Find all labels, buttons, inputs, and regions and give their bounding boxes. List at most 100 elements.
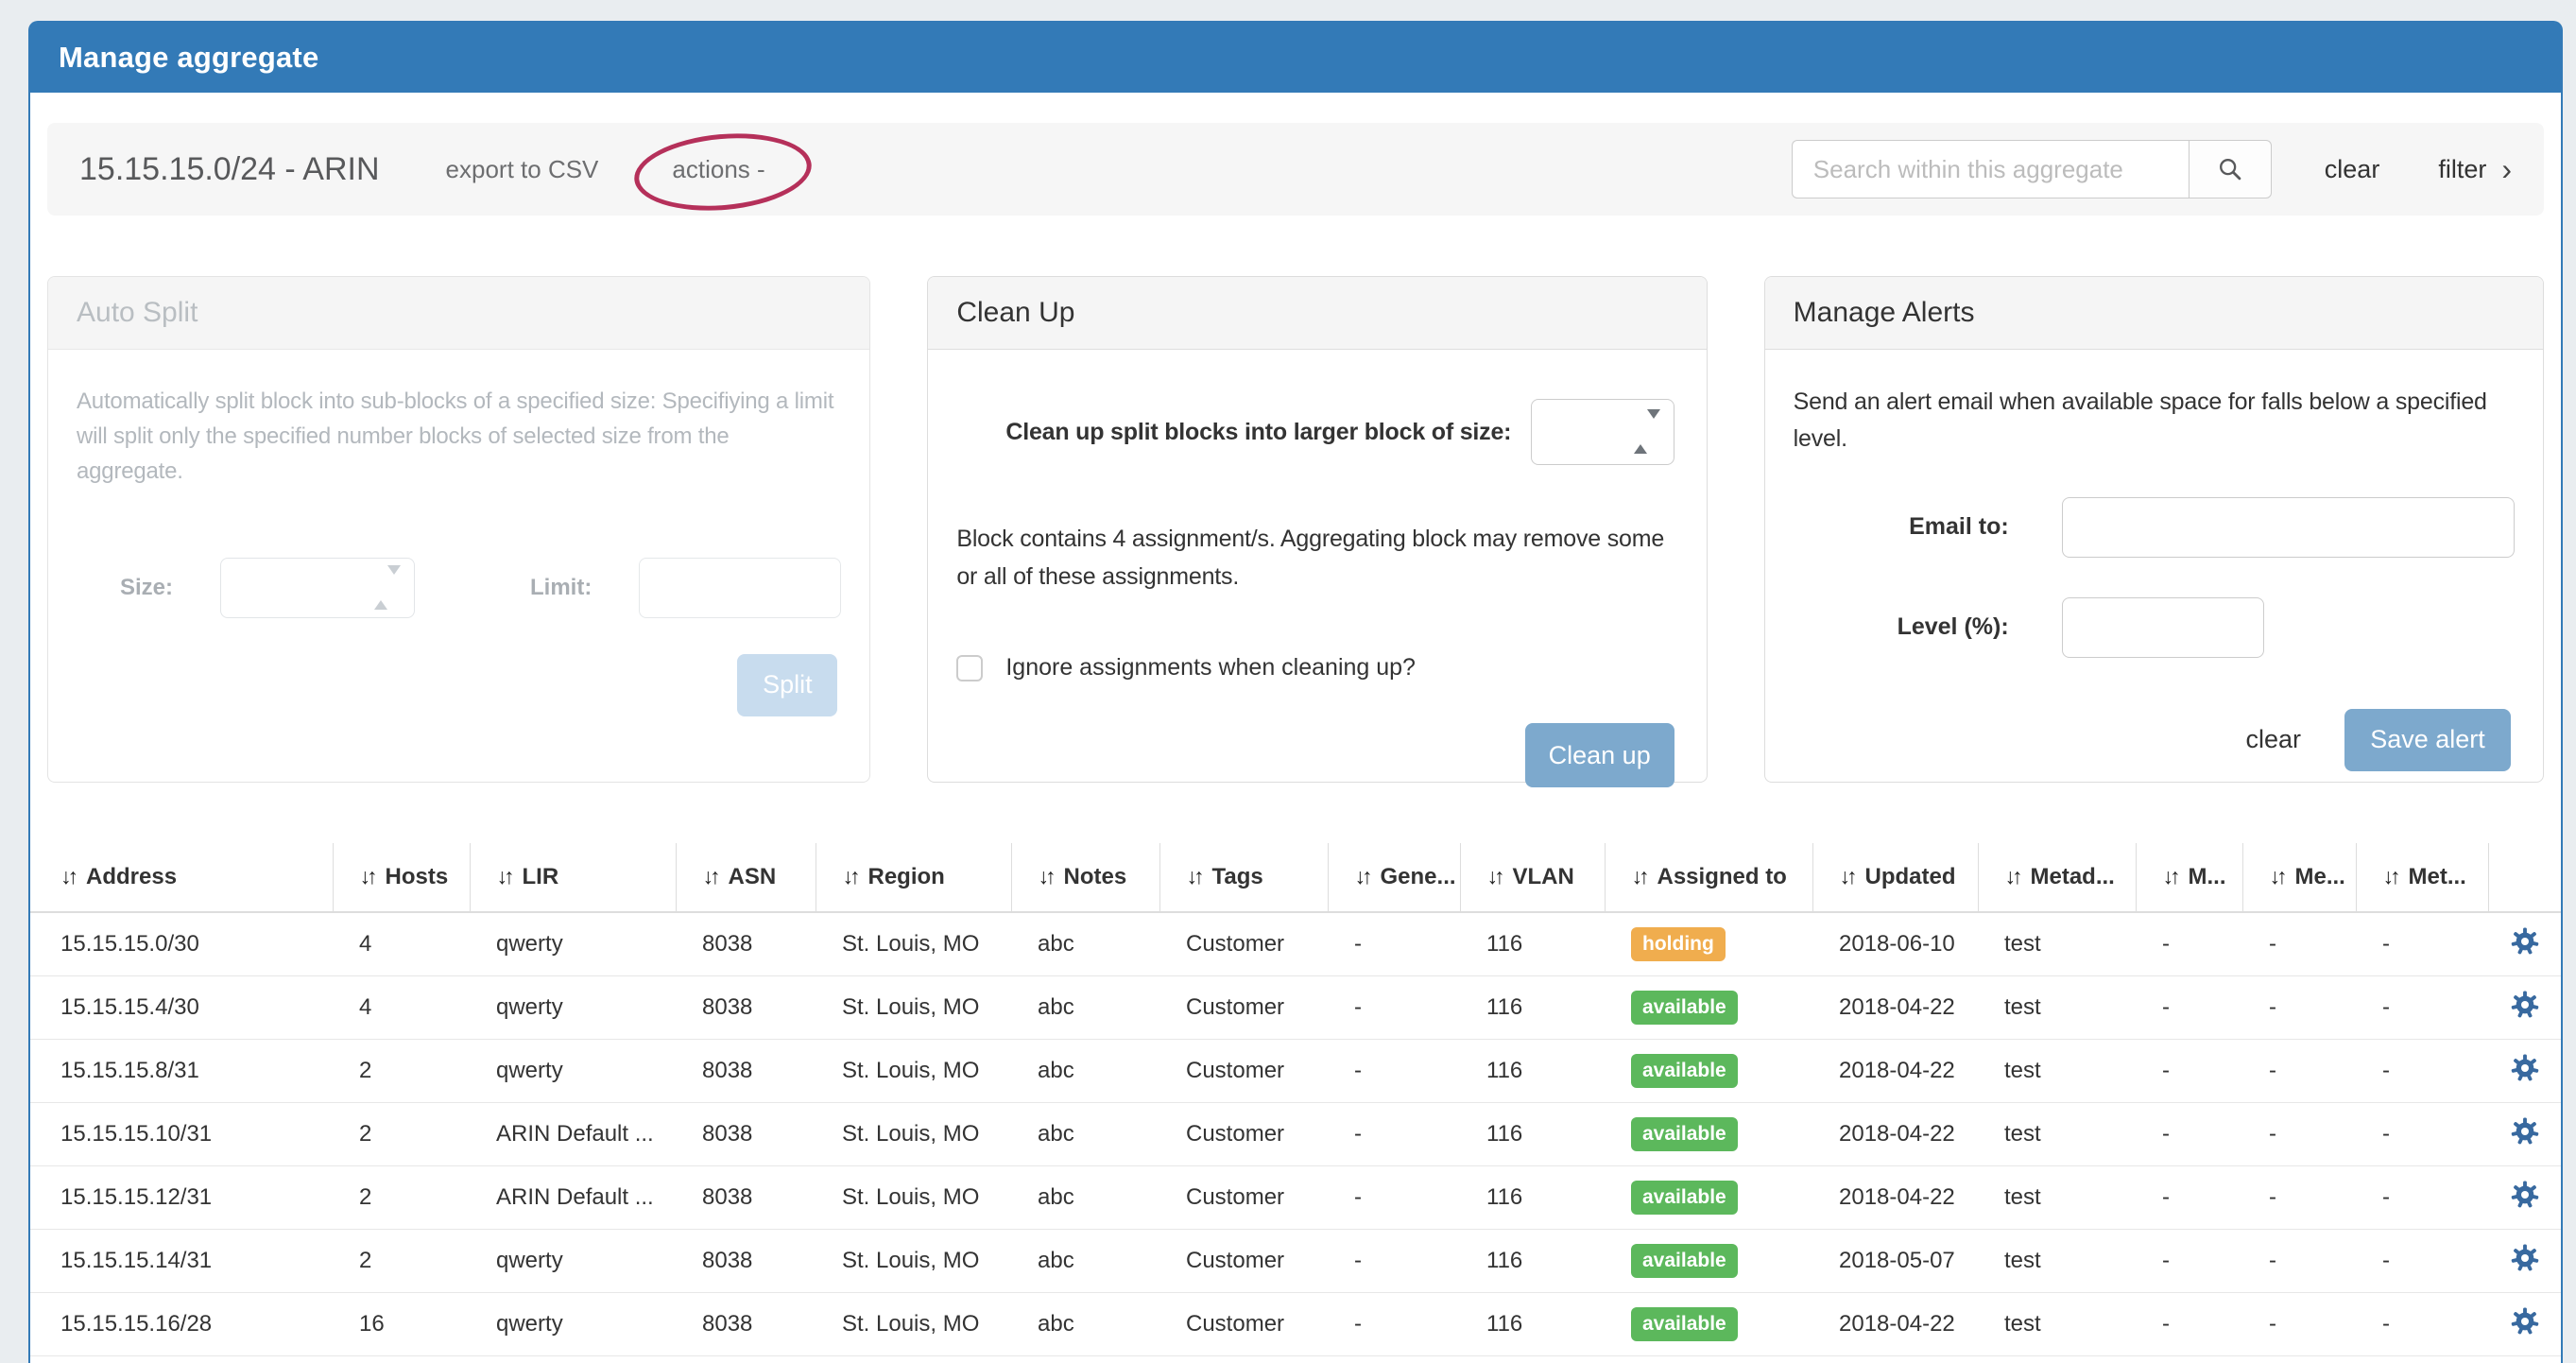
actions-dropdown[interactable]: actions - [672, 154, 765, 183]
cell-assigned-to: available [1605, 1039, 1812, 1103]
cell-lir: qwerty [496, 931, 563, 957]
cell-me: - [2242, 1165, 2356, 1230]
column-header-lir[interactable]: ↓↑ LIR [469, 843, 676, 912]
table-row: 15.15.15.16/28 16 qwerty 8038 St. Louis, MO a… [30, 1292, 2561, 1356]
cell-vlan: 116 [1460, 1229, 1605, 1293]
search-icon [2219, 159, 2241, 181]
gear-icon[interactable] [2510, 1306, 2540, 1337]
cell-region: St. Louis, MO [816, 975, 1011, 1040]
clean-up-heading: Clean Up [928, 277, 1707, 350]
column-label: M... [2188, 864, 2226, 889]
limit-input[interactable] [639, 557, 842, 618]
gear-icon[interactable] [2510, 926, 2540, 957]
ignore-assignments-checkbox[interactable] [956, 654, 984, 682]
cell-updated: 2018-04-22 [1812, 975, 1978, 1040]
gear-icon[interactable] [2510, 1243, 2540, 1273]
cell-tags: Customer [1159, 1292, 1328, 1356]
table-row: 15.15.15.10/31 2 ARIN Default ... 8038 St. L… [30, 1102, 2561, 1166]
sort-icon: ↓↑ [702, 864, 721, 889]
column-header-address[interactable]: ↓↑ Address [30, 843, 333, 912]
cell-notes: abc [1011, 1102, 1159, 1166]
column-header-updated[interactable]: ↓↑ Updated [1812, 843, 1978, 912]
cell-me: - [2269, 931, 2276, 957]
column-header-gene[interactable]: ↓↑ Gene... [1327, 843, 1460, 912]
cell-hosts: 16 [333, 1292, 470, 1356]
select-steppers-icon [374, 564, 402, 610]
cell-address: 15.15.15.0/30 [60, 931, 199, 957]
row-actions-cell [2488, 1229, 2561, 1293]
column-header-met[interactable]: ↓↑ Met... [2355, 843, 2488, 912]
sort-icon: ↓↑ [1354, 864, 1373, 889]
cell-m: - [2136, 975, 2242, 1040]
save-alert-button[interactable]: Save alert [2344, 708, 2511, 771]
column-header-tags[interactable]: ↓↑ Tags [1159, 843, 1328, 912]
cell-notes: abc [1011, 1229, 1159, 1293]
cell-met: - [2356, 1165, 2488, 1230]
manage-alerts-panel: Manage Alerts Send an alert email when a… [1763, 276, 2544, 783]
split-button[interactable]: Split [737, 653, 838, 716]
cell-lir: qwerty [470, 1229, 676, 1293]
clean-up-button[interactable]: Clean up [1524, 723, 1674, 787]
split-button-row: Split [77, 653, 841, 716]
cell-asn: 8038 [676, 975, 816, 1040]
column-header-m[interactable]: ↓↑ M... [2135, 843, 2242, 912]
column-label: Assigned to [1657, 864, 1787, 889]
level-percent-input[interactable] [2061, 596, 2264, 658]
column-header-region[interactable]: ↓↑ Region [815, 843, 1011, 912]
gear-icon[interactable] [2510, 1116, 2540, 1147]
cell-gene: - [1328, 975, 1460, 1040]
column-label: Address [86, 864, 178, 889]
row-actions-cell [2488, 1039, 2561, 1103]
cell-hosts: 2 [333, 1229, 470, 1293]
email-to-input[interactable] [2061, 496, 2515, 558]
filter-label: filter [2438, 154, 2487, 183]
alerts-clear-link[interactable]: clear [2245, 725, 2301, 753]
column-header-metad[interactable]: ↓↑ Metad... [1977, 843, 2136, 912]
cell-tags: Customer [1159, 1039, 1328, 1103]
gear-icon[interactable] [2510, 1180, 2540, 1210]
toolbar-right-group: clear filter › [1791, 140, 2512, 198]
status-badge: available [1631, 1307, 1738, 1341]
aggregate-toolbar: 15.15.15.0/24 - ARIN export to CSV actio… [47, 123, 2544, 217]
column-header-vlan[interactable]: ↓↑ VLAN [1459, 843, 1605, 912]
column-label: Hosts [385, 864, 449, 889]
gear-icon[interactable] [2510, 1053, 2540, 1083]
column-header-assigned-to[interactable]: ↓↑ Assigned to [1604, 843, 1812, 912]
gear-icon[interactable] [2510, 990, 2540, 1020]
auto-split-panel: Auto Split Automatically split block int… [47, 276, 871, 783]
status-badge: available [1631, 1244, 1738, 1278]
export-to-csv-link[interactable]: export to CSV [445, 154, 599, 183]
sort-icon: ↓↑ [1486, 864, 1505, 889]
cell-m: - [2136, 1039, 2242, 1103]
cell-metad: test [1978, 975, 2136, 1040]
cell-updated: 2018-05-07 [1812, 1229, 1978, 1293]
search-input[interactable] [1791, 140, 2189, 198]
cell-hosts: 4 [333, 975, 470, 1040]
column-header-asn[interactable]: ↓↑ ASN [675, 843, 816, 912]
sort-icon: ↓↑ [842, 864, 861, 889]
column-header-hosts[interactable]: ↓↑ Hosts [332, 843, 470, 912]
sort-icon: ↓↑ [496, 864, 515, 889]
cell-asn: 8038 [676, 1165, 816, 1230]
auto-split-form: Size: Limit: [77, 557, 842, 618]
size-select[interactable] [220, 557, 416, 618]
cell-asn: 8038 [702, 931, 753, 957]
clear-search-link[interactable]: clear [2324, 154, 2380, 183]
cell-me: - [2242, 1229, 2356, 1293]
cell-lir: ARIN Default ... [470, 1102, 676, 1166]
column-header-me[interactable]: ↓↑ Me... [2241, 843, 2356, 912]
cell-assigned-to: available [1605, 1292, 1812, 1356]
filter-link[interactable]: filter › [2438, 154, 2512, 184]
cell-m: - [2136, 1165, 2242, 1230]
cell-m: - [2136, 1292, 2242, 1356]
clean-up-size-select[interactable] [1530, 399, 1674, 465]
cell-address: 15.15.15.16/28 [30, 1292, 333, 1356]
cell-lir: qwerty [470, 975, 676, 1040]
search-button[interactable] [2188, 140, 2272, 198]
cell-tags: Customer [1159, 1102, 1328, 1166]
column-header-notes[interactable]: ↓↑ Notes [1010, 843, 1159, 912]
cell-m: - [2136, 1229, 2242, 1293]
cell-vlan: 116 [1460, 1165, 1605, 1230]
cell-region: St. Louis, MO [816, 1229, 1011, 1293]
manage-alerts-heading: Manage Alerts [1764, 277, 2543, 350]
